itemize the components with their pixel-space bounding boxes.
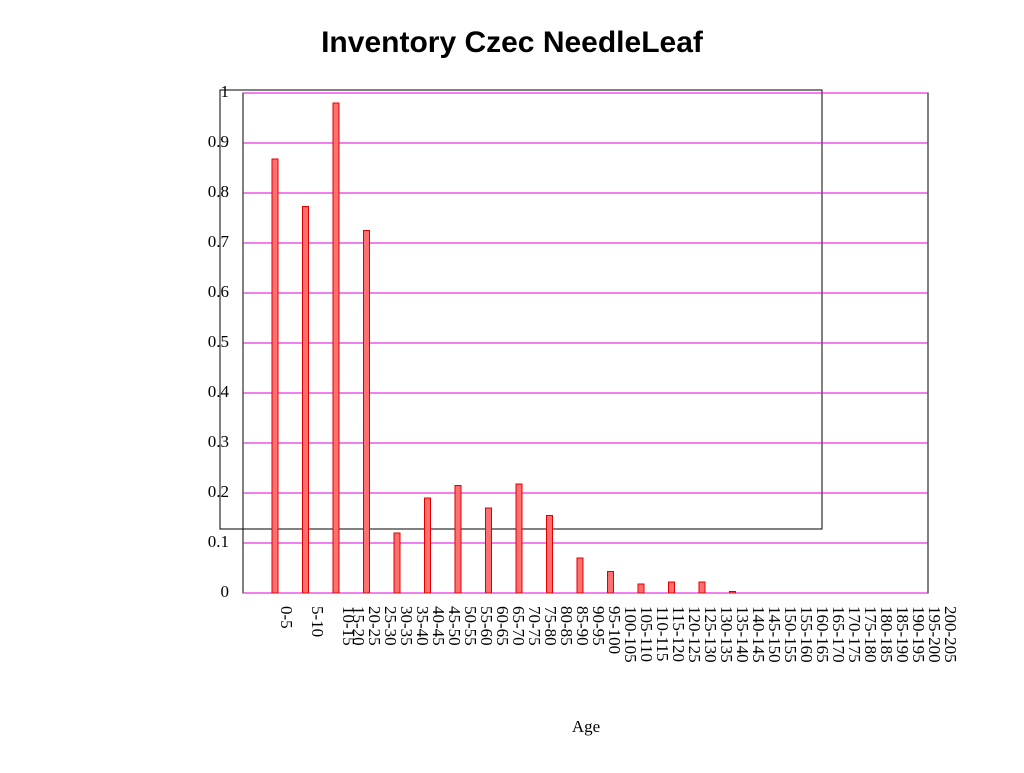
bar	[485, 507, 492, 594]
bar	[698, 581, 706, 594]
bar	[515, 483, 523, 594]
y-tick-label: 0.2	[208, 482, 229, 501]
x-tick-label: 145-150	[765, 606, 784, 663]
x-tick-label: 200-205	[941, 606, 960, 663]
bar	[302, 206, 309, 594]
x-tick-label: 110-115	[653, 606, 672, 661]
x-tick-label: 160-165	[813, 606, 832, 663]
x-tick-label: 95-100	[605, 606, 624, 654]
x-tick-label: 195-200	[925, 606, 944, 663]
y-tick-label: 0.7	[208, 232, 230, 251]
x-tick-label: 90-95	[589, 606, 608, 646]
x-tick-label: 135-140	[733, 606, 752, 663]
x-tick-label: 50-55	[461, 606, 480, 646]
legend-box	[219, 89, 823, 530]
bar	[668, 581, 675, 594]
x-tick-label: 115-120	[669, 606, 688, 662]
x-tick-label: 105-110	[637, 606, 656, 662]
chart-title: Inventory Czec NeedleLeaf	[321, 26, 704, 59]
y-tick-label: 0.6	[208, 282, 229, 301]
x-tick-label: 150-155	[781, 606, 800, 663]
x-tick-label: 170-175	[845, 606, 864, 663]
bar	[546, 515, 553, 594]
x-tick-label: 85-90	[573, 606, 592, 646]
x-tick-label: 175-180	[861, 606, 880, 663]
bar	[576, 557, 584, 594]
x-tick-label: 15-20	[349, 606, 368, 646]
y-tick-label: 0.3	[208, 432, 229, 451]
x-tick-label: 35-40	[413, 606, 432, 646]
x-tick-label: 25-30	[381, 606, 400, 646]
x-axis-label: Age	[572, 717, 600, 736]
bar	[393, 532, 401, 594]
bar	[729, 591, 736, 594]
x-tick-label: 155-160	[797, 606, 816, 663]
y-tick-label: 1	[221, 82, 230, 101]
y-tick-label: 0.8	[208, 182, 229, 201]
y-tick-label: 0.5	[208, 332, 229, 351]
bar	[607, 571, 614, 594]
x-tick-label: 70-75	[525, 606, 544, 646]
bar	[637, 583, 645, 594]
x-tick-label: 5-10	[308, 606, 327, 637]
bar	[363, 230, 370, 594]
x-tick-label: 40-45	[429, 606, 448, 646]
x-tick-label: 55-60	[477, 606, 496, 646]
x-tick-label: 130-135	[717, 606, 736, 663]
x-tick-label: 30-35	[397, 606, 416, 646]
x-tick-label: 0-5	[277, 606, 296, 629]
x-tick-label: 20-25	[365, 606, 384, 646]
y-tick-label: 0.9	[208, 132, 229, 151]
x-tick-label: 180-185	[877, 606, 896, 663]
y-tick-label: 0.4	[208, 382, 230, 401]
x-tick-label: 190-195	[909, 606, 928, 663]
bar	[271, 158, 279, 594]
x-tick-label: 120-125	[685, 606, 704, 663]
x-tick-label: 65-70	[509, 606, 528, 646]
x-tick-label: 185-190	[893, 606, 912, 663]
x-tick-label: 140-145	[749, 606, 768, 663]
bar	[424, 497, 431, 594]
x-tick-label: 125-130	[701, 606, 720, 663]
y-tick-label: 0.1	[208, 532, 229, 551]
bar	[454, 485, 462, 594]
x-tick-label: 45-50	[445, 606, 464, 646]
x-tick-label: 75-80	[541, 606, 560, 646]
x-tick-label: 10-15	[339, 606, 358, 646]
y-tick-label: 0	[221, 582, 230, 601]
x-tick-label: 100-105	[621, 606, 640, 663]
x-tick-label: 165-170	[829, 606, 848, 663]
x-tick-label: 80-85	[557, 606, 576, 646]
x-tick-label: 60-65	[493, 606, 512, 646]
bar	[332, 102, 340, 594]
